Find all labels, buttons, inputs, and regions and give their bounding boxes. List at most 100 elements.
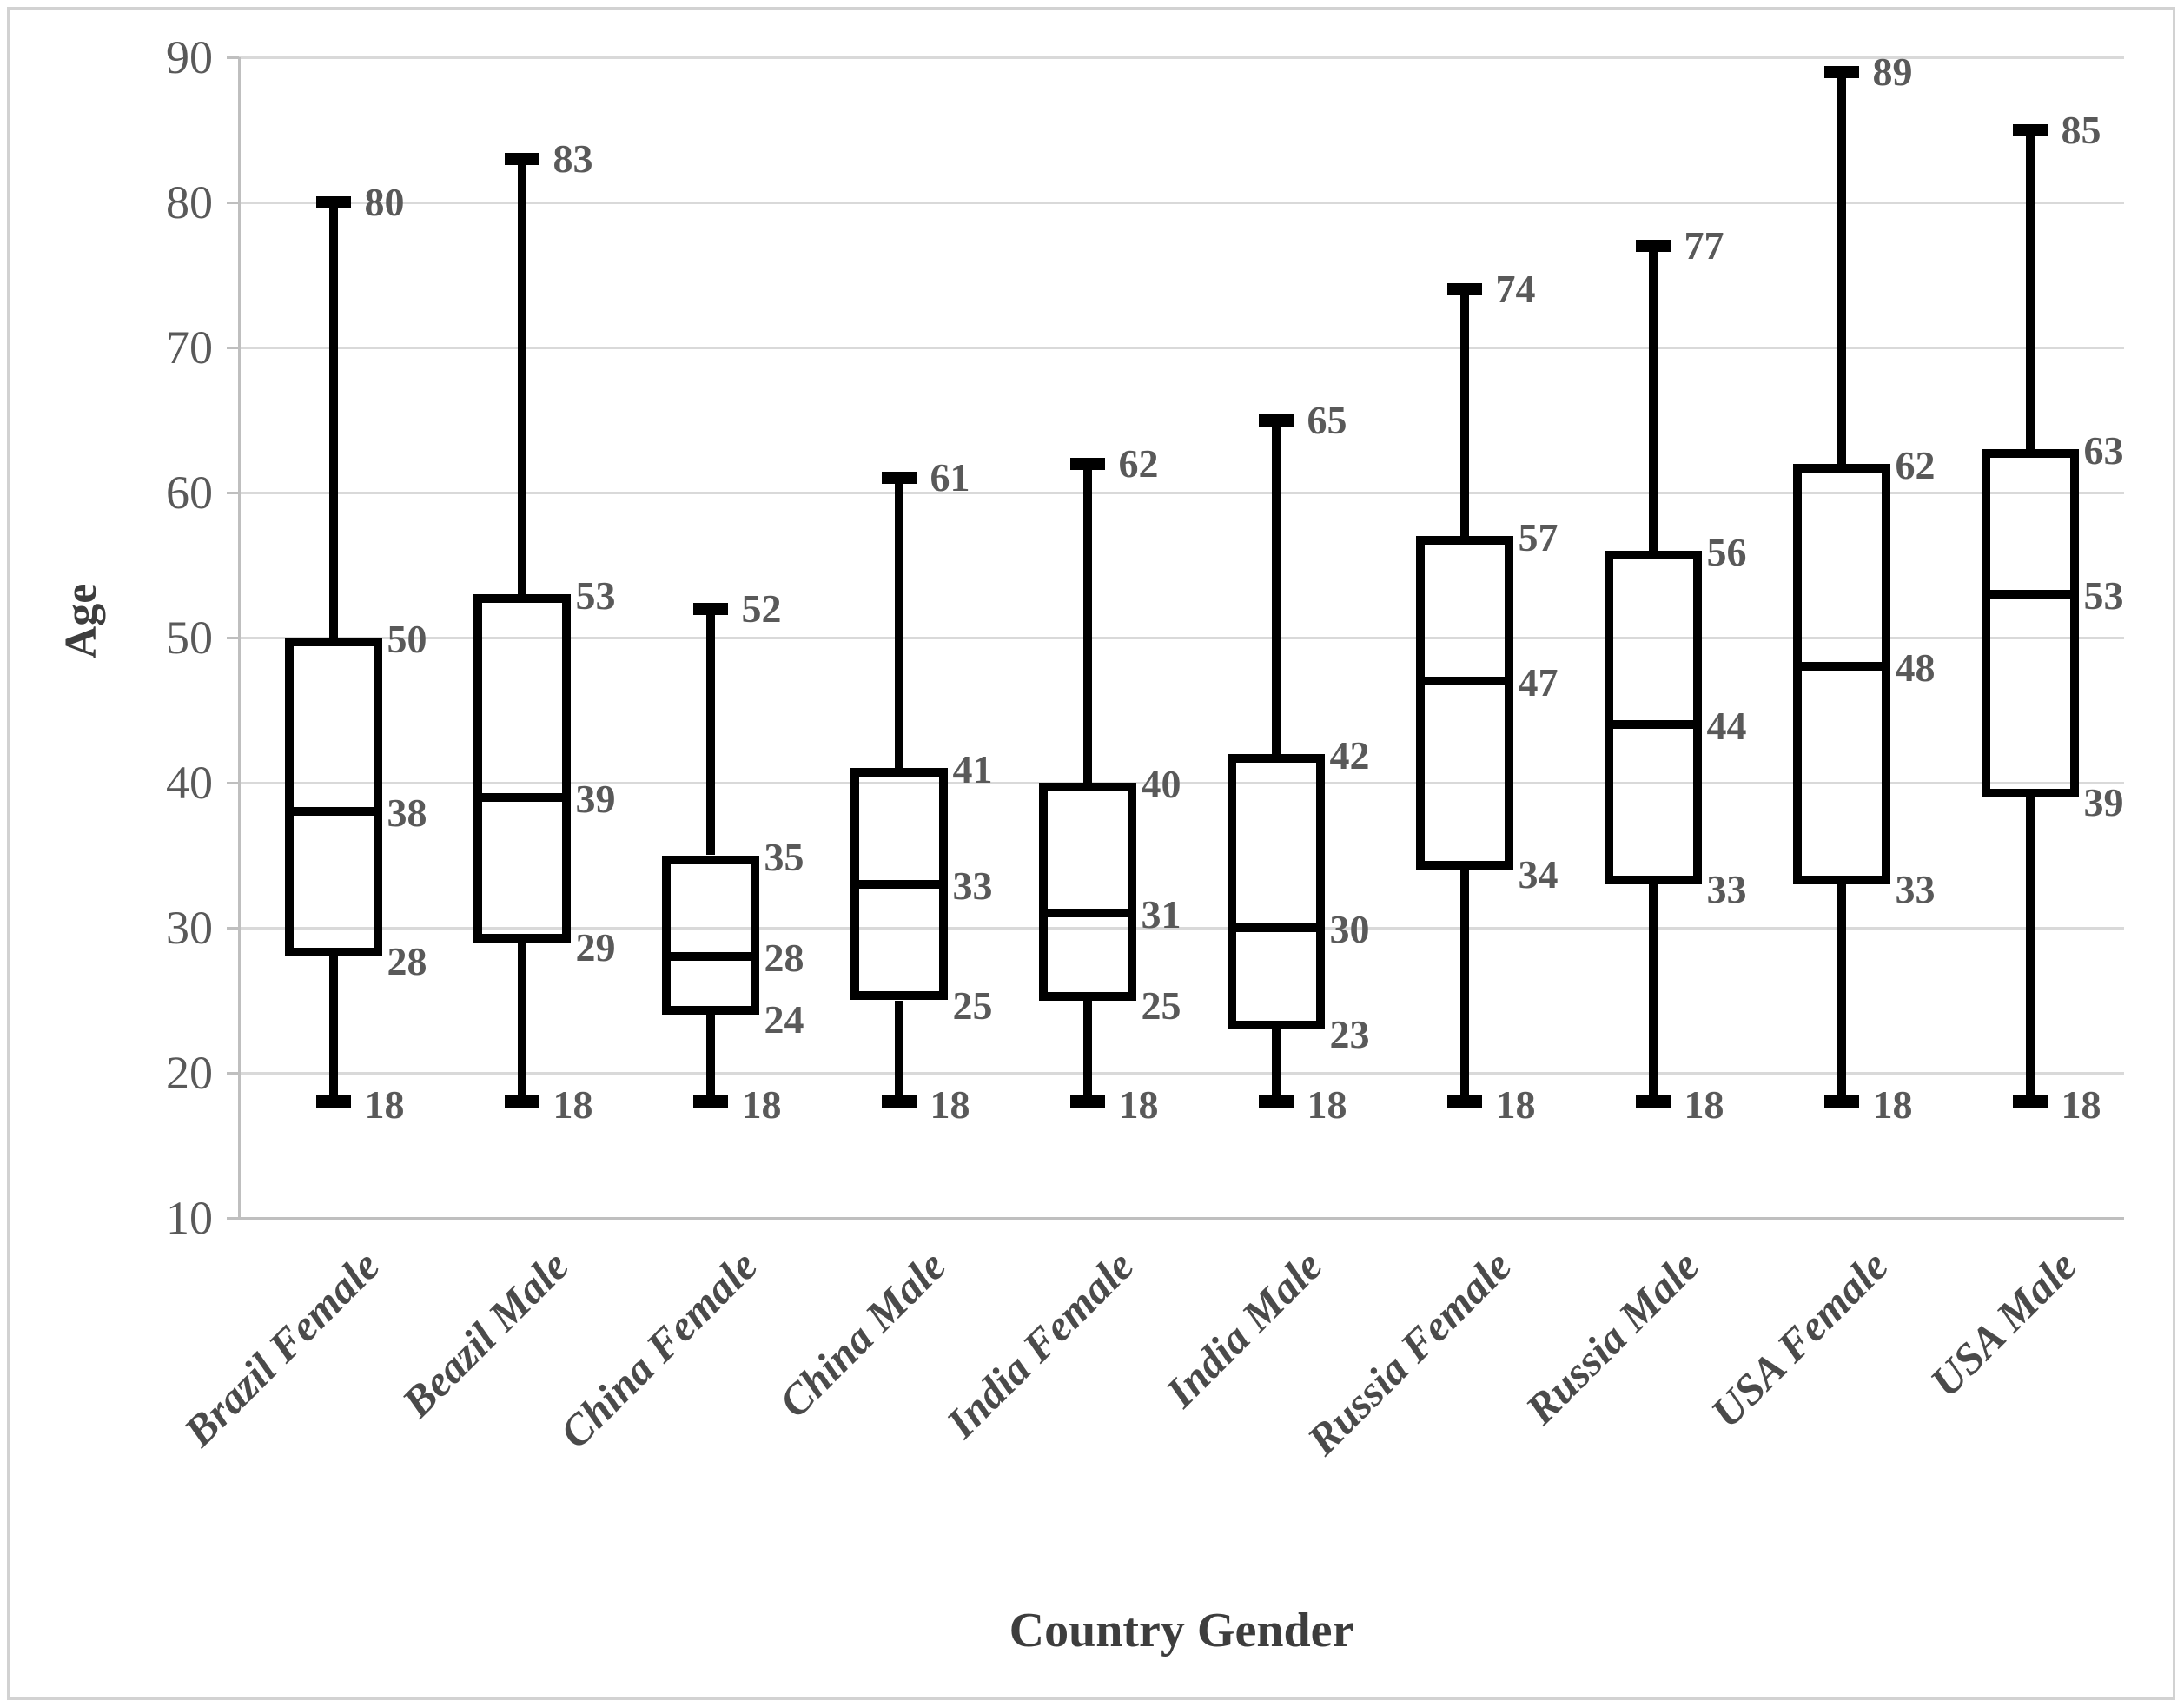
- min-cap: [692, 1095, 728, 1108]
- y-tick-mark: [227, 1071, 239, 1075]
- q1-value-label: 34: [1518, 852, 1559, 897]
- upper-whisker: [517, 158, 526, 594]
- upper-whisker: [328, 202, 338, 638]
- q3-value-label: 40: [1141, 762, 1181, 806]
- median-line: [1792, 662, 1890, 672]
- median-line: [1604, 720, 1702, 730]
- upper-whisker: [1459, 289, 1469, 537]
- median-line: [1038, 909, 1136, 918]
- max-cap: [1635, 240, 1671, 253]
- y-tick-mark: [227, 491, 239, 494]
- q3-value-label: 41: [952, 747, 993, 792]
- max-value-label: 83: [553, 136, 593, 181]
- median-line: [1415, 677, 1513, 686]
- y-tick-mark: [227, 926, 239, 930]
- iqr-box: [284, 638, 382, 957]
- min-cap: [504, 1095, 539, 1108]
- y-axis-line: [237, 57, 241, 1218]
- q1-value-label: 23: [1329, 1011, 1370, 1056]
- lower-whisker: [328, 956, 338, 1102]
- max-cap: [692, 602, 728, 615]
- iqr-box: [1792, 463, 1890, 884]
- median-value-label: 31: [1141, 892, 1181, 937]
- y-tick-label: 40: [166, 757, 213, 809]
- q1-value-label: 29: [575, 924, 616, 969]
- max-value-label: 77: [1684, 223, 1724, 268]
- upper-whisker: [1271, 420, 1281, 754]
- iqr-box: [1604, 550, 1702, 884]
- min-value-label: 18: [553, 1082, 593, 1128]
- y-gridline: [239, 1071, 2124, 1075]
- q3-value-label: 57: [1518, 515, 1559, 560]
- min-cap: [1635, 1095, 1671, 1108]
- upper-whisker: [1648, 246, 1658, 551]
- q3-value-label: 42: [1329, 732, 1370, 777]
- median-value-label: 44: [1706, 704, 1747, 749]
- upper-whisker: [1082, 463, 1092, 783]
- median-value-label: 30: [1329, 907, 1370, 951]
- lower-whisker: [1648, 883, 1658, 1102]
- q1-value-label: 33: [1895, 866, 1936, 911]
- iqr-box: [1415, 536, 1513, 870]
- y-tick-label: 80: [166, 176, 213, 228]
- q3-value-label: 56: [1706, 529, 1747, 574]
- q1-value-label: 33: [1706, 866, 1747, 911]
- y-gridline: [239, 1216, 2124, 1220]
- lower-whisker: [894, 1000, 903, 1102]
- max-cap: [1069, 457, 1105, 470]
- y-tick-label: 50: [166, 612, 213, 664]
- median-value-label: 38: [387, 791, 427, 836]
- lower-whisker: [1271, 1029, 1281, 1102]
- q1-value-label: 25: [1141, 983, 1181, 1028]
- min-cap: [881, 1095, 917, 1108]
- q3-value-label: 63: [2083, 427, 2124, 473]
- y-tick-label: 90: [166, 31, 213, 83]
- iqr-box: [1227, 753, 1325, 1029]
- min-value-label: 18: [930, 1082, 970, 1128]
- median-value-label: 39: [575, 776, 616, 821]
- lower-whisker: [705, 1015, 715, 1102]
- y-tick-label: 10: [166, 1192, 213, 1244]
- q1-value-label: 39: [2083, 779, 2124, 824]
- iqr-box: [661, 855, 759, 1016]
- lower-whisker: [1837, 883, 1846, 1102]
- upper-whisker: [894, 478, 903, 769]
- median-value-label: 33: [952, 863, 993, 908]
- q1-value-label: 24: [764, 997, 804, 1042]
- max-value-label: 52: [741, 586, 782, 631]
- min-value-label: 18: [1872, 1082, 1913, 1128]
- lower-whisker: [1459, 870, 1469, 1102]
- lower-whisker: [2025, 797, 2035, 1102]
- y-tick-label: 20: [166, 1047, 213, 1099]
- max-value-label: 89: [1872, 49, 1913, 94]
- upper-whisker: [2025, 129, 2035, 449]
- median-line: [1981, 589, 2079, 599]
- max-cap: [2012, 123, 2048, 136]
- y-tick-label: 30: [166, 902, 213, 954]
- max-value-label: 80: [364, 180, 405, 224]
- min-value-label: 18: [1684, 1082, 1724, 1128]
- upper-whisker: [1837, 71, 1846, 464]
- y-tick-label: 60: [166, 466, 213, 519]
- max-cap: [1823, 65, 1859, 78]
- max-cap: [881, 472, 917, 485]
- chart-frame: [7, 7, 2175, 1700]
- lower-whisker: [517, 942, 526, 1102]
- max-cap: [504, 152, 539, 165]
- min-cap: [1069, 1095, 1105, 1108]
- max-cap: [315, 196, 351, 208]
- max-value-label: 74: [1495, 267, 1536, 312]
- x-axis-title: Country Gender: [1009, 1604, 1354, 1657]
- median-line: [850, 879, 948, 889]
- max-value-label: 65: [1307, 397, 1347, 442]
- y-tick-mark: [227, 1216, 239, 1220]
- y-gridline: [239, 56, 2124, 59]
- min-value-label: 18: [2061, 1082, 2101, 1128]
- median-line: [473, 792, 571, 802]
- y-tick-mark: [227, 781, 239, 784]
- min-value-label: 18: [364, 1082, 405, 1128]
- y-tick-mark: [227, 346, 239, 349]
- iqr-box: [1038, 783, 1136, 1001]
- median-value-label: 47: [1518, 660, 1559, 705]
